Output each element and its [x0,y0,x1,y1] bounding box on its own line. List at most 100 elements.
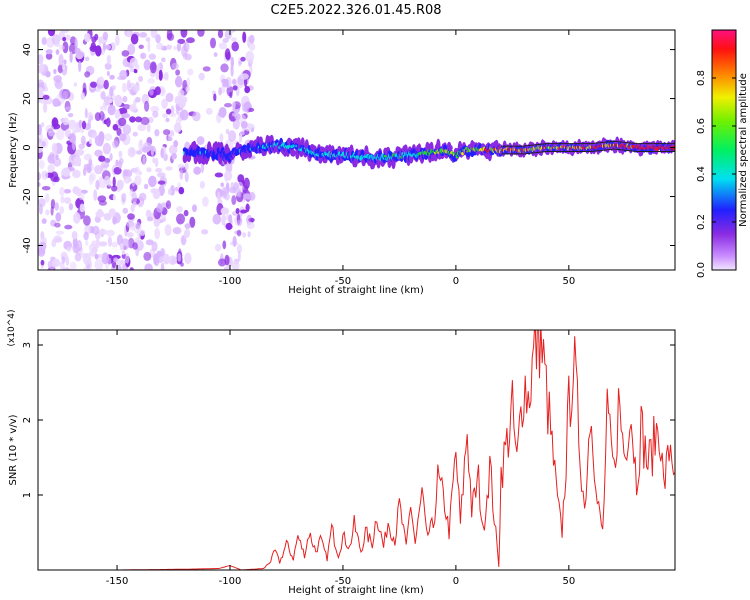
noise-blob [157,172,166,178]
noise-blob [231,195,237,206]
noise-blob [245,203,250,213]
noise-blob [250,217,255,223]
noise-blob [62,90,68,100]
noise-blob [94,165,103,175]
noise-blob [60,195,65,204]
noise-blob [122,207,129,214]
noise-blob [94,135,104,147]
snr-frame [37,329,676,571]
noise-blob [45,193,50,203]
noise-blob [249,42,256,51]
noise-blob [165,200,172,210]
noise-blob [185,53,192,61]
noise-blob [112,216,117,225]
noise-blob [121,250,125,255]
noise-blob [69,51,73,63]
noise-blob [55,230,65,235]
noise-blob [98,36,102,46]
noise-blob [150,30,158,39]
noise-blob [53,176,60,183]
noise-blob [220,182,224,187]
noise-blob [231,101,236,110]
noise-blob [166,44,173,50]
noise-blob [59,206,65,215]
noise-blob [184,252,192,264]
heatmap-x-tick-label: -150 [106,276,129,287]
noise-blob [223,266,231,270]
noise-blob [213,52,218,57]
noise-blob [160,148,164,159]
noise-blob [38,171,41,181]
noise-blob [174,186,179,192]
noise-blob [157,180,166,185]
heatmap-y-tick-label: 20 [22,92,33,105]
noise-blob [72,169,81,179]
noise-blob [53,119,57,129]
noise-blob [71,230,78,240]
noise-blob [220,207,230,215]
noise-blob [144,100,150,112]
noise-blob [104,133,113,141]
noise-blob [68,203,74,211]
noise-blob [140,52,147,60]
noise-blob [107,236,112,247]
noise-blob [176,213,185,225]
noise-blob [67,119,77,130]
noise-blob [161,98,168,110]
snr-y-tick-label: 3 [22,342,33,348]
noise-blob [55,154,59,161]
noise-blob [109,74,115,80]
noise-blob [180,262,184,267]
signal-outline-bottom [501,148,675,155]
noise-blob [55,128,65,141]
noise-blob [165,108,172,115]
noise-blob [154,227,161,240]
noise-blob [141,146,151,153]
noise-blob [134,116,143,123]
noise-blob [165,92,174,103]
noise-blob [121,113,131,119]
noise-blob [132,201,137,208]
noise-blob [116,128,122,136]
noise-blob [95,238,100,249]
noise-blob [143,251,152,261]
noise-blob [199,181,205,189]
noise-blob [126,30,131,38]
noise-blob [219,133,224,142]
noise-blob [175,75,183,88]
noise-blob [186,76,191,87]
noise-blob [134,96,141,103]
noise-blob [172,227,182,235]
noise-blob [231,41,239,52]
noise-blob [64,224,73,230]
noise-blob [122,82,127,93]
noise-blob [54,42,61,47]
noise-blob [117,259,124,266]
noise-blob [177,163,185,169]
noise-blob [41,186,51,191]
noise-blob [106,70,110,77]
noise-blob [185,86,190,92]
noise-blob [127,146,136,158]
noise-blob [101,229,108,235]
heatmap-panel: -150 -100 -50 0 50 40 20 0 -20 -40 Height of str… [8,29,676,296]
signal-halo [247,150,253,159]
noise-blob [66,246,72,252]
noise-blob [94,258,104,270]
noise-blob [119,243,124,251]
noise-blob [122,124,132,135]
noise-blob [39,63,46,72]
noise-blob [62,37,67,42]
noise-blob [126,79,131,92]
noise-blob [55,212,62,222]
noise-blob [53,68,57,75]
noise-blob [166,30,173,40]
noise-blob [164,72,169,81]
noise-blob [81,120,87,130]
noise-blob [183,230,188,239]
noise-blob [218,111,226,118]
noise-blob [214,172,224,178]
heatmap-y-ticks: 40 20 0 -20 -40 [22,43,675,254]
noise-blob [78,119,83,129]
